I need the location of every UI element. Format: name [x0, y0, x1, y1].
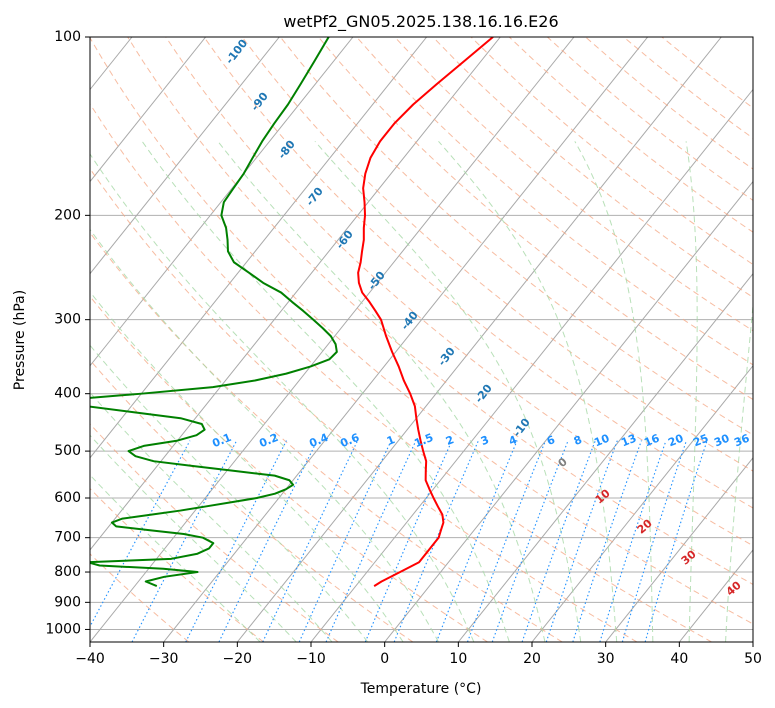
x-axis-title: Temperature (°C): [360, 681, 482, 697]
dry-adiabat-line: [90, 423, 339, 642]
chart-title: wetPf2_GN05.2025.138.16.16.E26: [283, 12, 558, 32]
mixing-ratio-line: [298, 440, 392, 642]
moist-adiabat-line: [314, 140, 582, 642]
y-tick-label: 300: [54, 312, 81, 328]
isotherm-line: [236, 37, 722, 642]
x-tick-label: 40: [670, 651, 688, 667]
moist-adiabat-line: [217, 141, 546, 642]
mixing-ratio-label: 3: [479, 433, 491, 448]
moist-adiabat-line: [725, 300, 753, 642]
x-tick-label: 20: [523, 651, 541, 667]
mixing-ratio-line: [185, 440, 287, 642]
x-tick-label: 10: [449, 651, 467, 667]
isotherm-line: [457, 272, 753, 642]
mixing-ratio-label: 13: [619, 432, 638, 450]
dry-adiabat-line: [90, 102, 712, 642]
dry-adiabat-line: [90, 167, 638, 642]
mixing-ratio-line: [545, 440, 618, 642]
moist-adiabat-line: [685, 141, 698, 642]
isotherm-line: [531, 364, 753, 642]
y-tick-label: 400: [54, 386, 81, 402]
mixing-ratio-label: 36: [732, 432, 751, 450]
dry-adiabat-line: [90, 359, 414, 642]
series-layer: [90, 37, 494, 588]
dry-adiabat-line: [90, 231, 563, 642]
plot-frame: [89, 36, 754, 643]
y-tick-label: 600: [54, 490, 81, 506]
y-tick-label: 100: [54, 29, 81, 45]
dry-adiabat-line: [90, 553, 190, 642]
moist-adiabat-line: [438, 140, 618, 642]
mixing-ratio-label: 2: [444, 433, 456, 448]
isotherm-line: [384, 180, 753, 642]
isotherm-line: [90, 37, 280, 275]
x-tick-label: −10: [296, 651, 326, 667]
mixing-ratio-label: 8: [572, 433, 584, 448]
dry-adiabat-line: [394, 37, 753, 332]
moist-adiabat-line: [90, 434, 297, 642]
moist-adiabat-line: [141, 141, 510, 642]
moist-adiabat-line: [90, 291, 404, 642]
mixing-ratio-line: [644, 440, 708, 642]
x-tick-label: 30: [597, 651, 615, 667]
dry-adiabat-line: [165, 37, 753, 547]
mixing-ratio-label: 30: [712, 432, 731, 450]
mixing-ratio-label: 16: [642, 432, 661, 450]
y-axis-title: Pressure (hPa): [12, 290, 28, 390]
x-tick-label: −40: [75, 651, 105, 667]
plot-area: [90, 37, 753, 642]
mixing-ratio-label: 25: [691, 432, 710, 450]
mixing-ratio-line: [599, 440, 667, 642]
dewpoint-line: [90, 37, 338, 588]
dry-adiabat-line: [203, 37, 753, 509]
isotherm-line: [90, 37, 501, 551]
y-tick-label: 700: [54, 530, 81, 546]
y-tick-label: 900: [54, 594, 81, 610]
dry-adiabat-line: [127, 37, 753, 585]
moist-adiabat-line: [90, 228, 439, 642]
dry-adiabat-line: [90, 37, 753, 625]
x-tick-label: −20: [223, 651, 253, 667]
mixing-ratio-label: 1: [385, 433, 397, 448]
moist-adiabat-line: [90, 344, 369, 642]
mixing-ratio-line: [621, 440, 687, 642]
x-tick-label: 50: [744, 651, 762, 667]
isotherm-line: [605, 457, 753, 642]
isotherm-line: [90, 37, 207, 183]
background-lines: [90, 37, 753, 642]
temperature-line: [357, 37, 494, 587]
isotherm-line: [90, 37, 354, 367]
y-tick-label: 1000: [45, 621, 81, 637]
mixing-ratio-label: 20: [666, 432, 685, 450]
mixing-ratio-line: [393, 440, 479, 642]
mixing-ratio-line: [364, 440, 453, 642]
x-tick-label: −30: [149, 651, 179, 667]
moist-adiabat-line: [90, 153, 475, 642]
dry-adiabat-line: [90, 295, 488, 642]
x-tick-label: 0: [380, 651, 389, 667]
moist-adiabat-line: [574, 141, 654, 642]
mixing-ratio-line: [491, 440, 569, 642]
axis-ticks: −40 −30 −20 −10 0 10 20 30 40 50 100 200 300 400 500 60…: [45, 29, 762, 667]
y-tick-label: 800: [54, 564, 81, 580]
dry-adiabat-line: [318, 37, 753, 401]
moist-adiabat-line: [90, 391, 333, 642]
y-tick-label: 500: [54, 443, 81, 459]
mixing-ratio-line: [521, 440, 596, 642]
isotherm-line: [163, 37, 649, 642]
y-tick-label: 200: [54, 207, 81, 223]
mixing-ratio-label: 10: [592, 432, 611, 450]
mixing-ratio-line: [218, 440, 318, 642]
mixing-ratio-line: [325, 440, 417, 642]
isotherm-line: [90, 37, 428, 459]
dry-adiabat-line: [356, 37, 753, 366]
